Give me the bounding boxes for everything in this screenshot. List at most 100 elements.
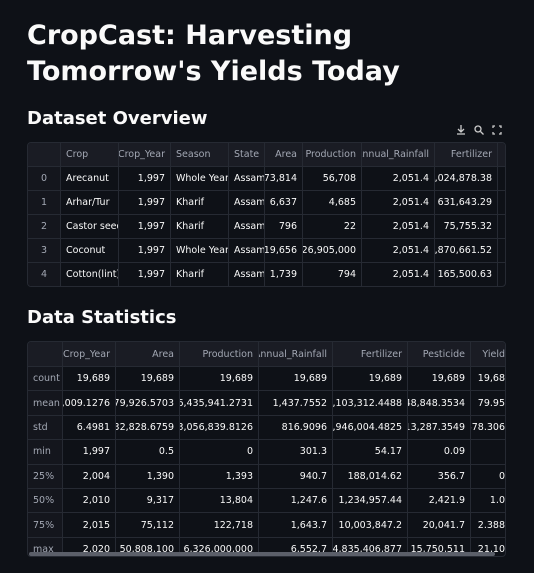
table-cell: 19,689 xyxy=(180,367,259,392)
table-cell: 878.306 xyxy=(471,416,505,441)
table-cell: 6,326,000,000 xyxy=(180,537,259,556)
table-cell: 2.388 xyxy=(471,513,505,538)
table-cell xyxy=(498,215,505,239)
row-index: 50% xyxy=(28,489,63,514)
table-cell: 1,643.7 xyxy=(259,513,333,538)
table-cell: 2,004 xyxy=(63,464,116,489)
table-cell: 4,685 xyxy=(303,191,362,215)
table-cell: 16,435,941.2731 xyxy=(180,391,259,416)
table-cell: 19,689 xyxy=(333,367,408,392)
table-cell: Cotton(lint) xyxy=(61,263,119,286)
table-cell: 9,317 xyxy=(116,489,180,514)
table-cell: 19,689 xyxy=(63,367,116,392)
column-header: P xyxy=(498,143,505,167)
column-header: Yield xyxy=(471,342,505,367)
table-cell: 19,656 xyxy=(265,239,303,263)
table-cell: 2 xyxy=(498,167,505,191)
column-header: Crop_Year xyxy=(119,143,171,167)
table-cell: 1.0 xyxy=(471,489,505,514)
table-cell: Kharif xyxy=(171,215,229,239)
table-cell: Kharif xyxy=(171,263,229,286)
table-cell: 1,393 xyxy=(180,464,259,489)
table-cell: 796 xyxy=(265,215,303,239)
table-cell: 6,637 xyxy=(265,191,303,215)
table-cell: 2,421.9 xyxy=(408,489,471,514)
row-index: 1 xyxy=(28,191,61,215)
row-index: 2 xyxy=(28,215,61,239)
table-cell: 1,997 xyxy=(119,215,171,239)
table-cell: 816.9096 xyxy=(259,415,333,441)
table-cell: 1,997 xyxy=(119,167,171,191)
statistics-table: Crop_Year Area Production Annual_Rainfall Fe… xyxy=(27,341,506,557)
table-cell xyxy=(498,239,505,263)
fullscreen-icon[interactable] xyxy=(491,124,503,136)
table-cell: 126,905,000 xyxy=(303,239,362,263)
table-cell: 6.4981 xyxy=(63,415,116,441)
row-index: min xyxy=(28,440,63,465)
table-cell: 2,020 xyxy=(63,537,116,556)
column-header: Production xyxy=(180,342,259,367)
row-index: max xyxy=(28,537,63,556)
table-cell: 1,997 xyxy=(119,191,171,215)
table-cell: 2,015 xyxy=(63,513,116,538)
table-cell: Whole Year xyxy=(171,167,229,191)
column-header: Crop xyxy=(61,143,119,167)
table-cell: 940.7 xyxy=(259,464,333,489)
table-cell: 356.7 xyxy=(408,464,471,489)
table-cell: 1,870,661.52 xyxy=(435,239,498,263)
section-heading: Data Statistics xyxy=(27,307,177,328)
table-cell: 56,708 xyxy=(303,167,362,191)
table-cell: 19,689 xyxy=(116,367,180,392)
table-cell: 94,946,004.4825 xyxy=(333,415,408,441)
column-header: Area xyxy=(265,143,303,167)
table-cell: 263,056,839.8126 xyxy=(180,415,259,441)
table-cell: 1,234,957.44 xyxy=(333,489,408,514)
table-cell: 54.17 xyxy=(333,440,408,465)
table-cell: 631,643.29 xyxy=(435,191,498,215)
table-cell: Assam xyxy=(229,239,265,263)
table-cell: 2,051.4 xyxy=(362,191,435,215)
section-heading: Dataset Overview xyxy=(27,108,208,129)
table-cell: 7,024,878.38 xyxy=(435,167,498,191)
table-cell: 165,500.63 xyxy=(435,263,498,286)
table-cell xyxy=(498,191,505,215)
table-cell: 1,390 xyxy=(116,464,180,489)
table-cell: 13,804 xyxy=(180,489,259,514)
table-cell: 732,828.6759 xyxy=(116,415,180,441)
table-cell: 79.95 xyxy=(471,391,505,416)
table-cell: Coconut xyxy=(61,239,119,263)
column-header: Area xyxy=(116,342,180,367)
page-title: CropCast: Harvesting Tomorrow's Yields T… xyxy=(27,20,400,87)
table-cell: 19,689 xyxy=(259,367,333,392)
table-cell: 1,437.7552 xyxy=(259,391,333,416)
table-cell: 188,014.62 xyxy=(333,464,408,489)
table-cell: Whole Year xyxy=(171,239,229,263)
search-icon[interactable] xyxy=(473,124,485,136)
header-cell xyxy=(28,143,61,167)
table-cell: 24,103,312.4488 xyxy=(333,391,408,416)
table-cell: 20,041.7 xyxy=(408,513,471,538)
column-header: Season xyxy=(171,143,229,167)
table-cell: Kharif xyxy=(171,191,229,215)
table-cell: Assam xyxy=(229,215,265,239)
column-header: Production xyxy=(303,143,362,167)
download-icon[interactable] xyxy=(455,124,467,136)
table-cell: Arhar/Tur xyxy=(61,191,119,215)
column-header: Fertilizer xyxy=(333,342,408,367)
scrollbar[interactable] xyxy=(29,552,495,556)
table-cell: 4,835,406,877 xyxy=(333,537,408,556)
table-cell: 0 xyxy=(471,465,505,489)
column-header: Crop_Year xyxy=(63,342,116,367)
column-header: State xyxy=(229,143,265,167)
row-index: count xyxy=(28,367,63,392)
table-cell: 21,10 xyxy=(471,538,505,556)
table-cell: 1,739 xyxy=(265,263,303,286)
column-header: Annual_Rainfall xyxy=(259,342,333,367)
table-cell xyxy=(498,263,505,286)
table-cell: 2,051.4 xyxy=(362,167,435,191)
table-cell: 75,755.32 xyxy=(435,215,498,239)
table-toolbar xyxy=(455,124,503,136)
table-cell: 73,814 xyxy=(265,167,303,191)
table-cell: 122,718 xyxy=(180,513,259,538)
row-index: std xyxy=(28,415,63,441)
